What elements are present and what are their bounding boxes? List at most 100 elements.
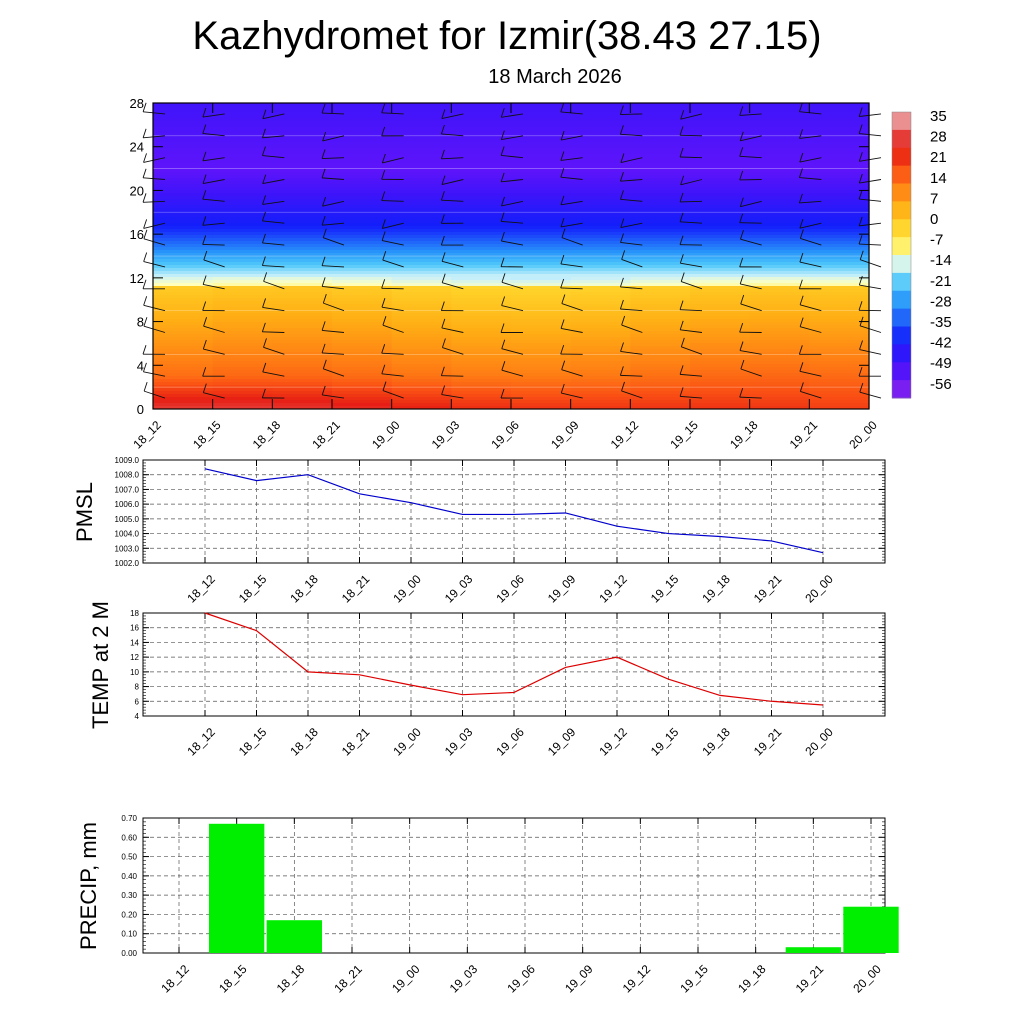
wind-barb <box>441 113 464 119</box>
heatmap-cell <box>690 247 751 251</box>
heatmap-cell <box>570 145 631 149</box>
wind-barb-flag <box>142 168 147 178</box>
heatmap-cell <box>809 238 870 242</box>
wind-barb <box>322 394 345 399</box>
heatmap-cell <box>809 148 870 152</box>
heatmap-cell <box>212 205 273 209</box>
heatmap-cell <box>630 313 691 317</box>
heatmap-cell <box>272 370 333 374</box>
wind-barb-flag <box>739 106 744 116</box>
wind-barb-flag <box>321 321 326 331</box>
heatmap-cell <box>272 142 333 146</box>
wind-barb <box>143 261 166 268</box>
wind-barb <box>501 281 524 290</box>
heatmap-cell <box>570 247 631 251</box>
heatmap-cell <box>451 403 512 407</box>
wind-barb <box>561 392 583 399</box>
wind-barb-flag <box>202 124 207 134</box>
wind-barb-flag <box>203 317 208 327</box>
wind-barb-flag <box>202 383 207 393</box>
heatmap-cell <box>690 151 751 155</box>
heatmap-cell <box>212 271 273 275</box>
wind-barb <box>321 112 345 115</box>
wind-barb-flag <box>381 231 386 241</box>
heatmap-cell <box>749 301 810 305</box>
heatmap-cell <box>690 391 751 395</box>
wind-barb <box>322 329 345 333</box>
colorbar-label: -7 <box>930 232 943 249</box>
heatmap-cell <box>451 373 512 377</box>
heatmap-cell <box>749 325 810 329</box>
wind-barb <box>859 325 882 333</box>
heatmap-cell <box>391 145 452 149</box>
heatmap-cell <box>391 376 452 380</box>
heatmap-cell <box>451 166 512 170</box>
heatmap-cell <box>153 217 214 221</box>
heatmap-cell <box>272 217 333 221</box>
heatmap-cell <box>570 262 631 266</box>
precip-ytick-label: 0.50 <box>121 853 137 862</box>
wind-barb <box>143 157 166 163</box>
heatmap-cell <box>630 364 691 368</box>
heatmap-cell <box>749 358 810 362</box>
heatmap-cell <box>570 265 631 269</box>
heatmap-cell <box>809 274 870 278</box>
x-tick-label: 18_21 <box>309 418 343 452</box>
heatmap-cell <box>809 295 870 299</box>
heatmap-cell <box>809 265 870 269</box>
heatmap-cell <box>690 235 751 239</box>
heatmap-cell <box>630 121 691 125</box>
wind-barb-flag <box>500 257 505 267</box>
heatmap-cell <box>690 244 751 248</box>
wind-barb-flag <box>560 130 565 141</box>
heatmap-cell <box>272 406 333 410</box>
heatmap-cell <box>570 256 631 260</box>
pmsl-xtick-label: 19_15 <box>648 572 682 606</box>
heatmap-cell <box>570 124 631 128</box>
heatmap-cell <box>153 202 214 206</box>
heatmap-cell <box>511 229 572 233</box>
heatmap-cell <box>630 169 691 173</box>
x-tick-label: 18_12 <box>130 418 164 452</box>
heatmap-cell <box>332 124 393 128</box>
heatmap-cell <box>272 280 333 284</box>
wind-barb-flag <box>560 151 565 161</box>
precip-bar <box>266 920 323 953</box>
wind-barb-flag <box>142 193 147 203</box>
wind-barb-flag <box>441 318 446 329</box>
heatmap-cell <box>570 127 631 131</box>
heatmap-cell <box>272 274 333 278</box>
heatmap-cell <box>272 238 333 242</box>
heatmap-cell <box>391 250 452 254</box>
heatmap-cell <box>809 325 870 329</box>
heatmap-cell <box>570 289 631 293</box>
heatmap-cell <box>749 253 810 257</box>
heatmap-cell <box>153 376 214 380</box>
heatmap-cell <box>153 106 214 110</box>
heatmap-cell <box>630 103 691 107</box>
heatmap-cell <box>451 235 512 239</box>
heatmap-cell <box>749 277 810 281</box>
colorbar-bin <box>892 237 911 256</box>
heatmap-cell <box>511 343 572 347</box>
heatmap-cell <box>511 394 572 398</box>
wind-barb-flag <box>440 366 445 376</box>
heatmap-cell <box>272 340 333 344</box>
heatmap-cell <box>570 280 631 284</box>
heatmap-cell <box>630 322 691 326</box>
wind-barb-flag <box>799 317 804 327</box>
heatmap-cell <box>749 352 810 356</box>
heatmap-cell <box>153 112 214 116</box>
heatmap-cell <box>511 187 572 191</box>
heatmap-cell <box>332 385 393 389</box>
wind-barb <box>202 198 225 202</box>
wind-barb-flag <box>560 383 565 394</box>
heatmap-cell <box>690 277 751 281</box>
heatmap-cell <box>511 376 572 380</box>
heatmap-cell <box>690 208 751 212</box>
wind-barb <box>441 260 464 268</box>
heatmap-cell <box>690 250 751 254</box>
heatmap-cell <box>570 175 631 179</box>
heatmap-cell <box>749 337 810 341</box>
heatmap-cell <box>809 127 870 131</box>
